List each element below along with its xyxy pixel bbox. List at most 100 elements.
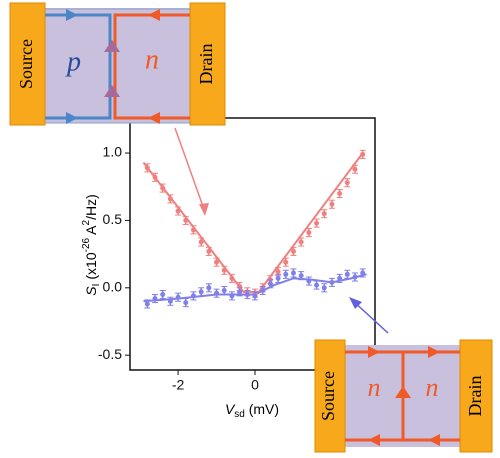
- pointer-head: [349, 297, 362, 309]
- data-point: [360, 270, 366, 276]
- source-label: Source: [318, 371, 338, 421]
- data-point: [152, 296, 158, 302]
- y-tick-label: 1.0: [103, 144, 123, 160]
- data-point: [290, 248, 296, 254]
- x-axis-label: Vsd (mV): [225, 401, 279, 420]
- source-contact: [9, 2, 46, 126]
- data-point: [167, 196, 173, 202]
- arrow: [104, 40, 120, 52]
- y-tick-label: -0.5: [98, 346, 122, 362]
- plot: 1.0 0.5 0.0 -0.5 -2 0: [98, 117, 376, 393]
- data-point: [160, 292, 166, 298]
- y-exp: -26: [81, 238, 92, 253]
- y-exp2: 2: [81, 219, 92, 225]
- fit-line: [142, 152, 364, 293]
- data-point: [344, 180, 350, 186]
- inset-top: Source Drain p n: [9, 2, 226, 126]
- y-pre: (x10: [83, 252, 99, 279]
- arrow: [66, 112, 78, 124]
- pointer: [174, 127, 206, 213]
- arrow: [148, 112, 160, 124]
- data-point: [314, 220, 320, 226]
- data-point: [229, 293, 235, 299]
- y-axis-label: SI (x10-26 A2/Hz): [81, 194, 102, 296]
- data-point: [337, 190, 343, 196]
- arrow: [104, 85, 120, 97]
- x-tick-label: 0: [251, 377, 259, 393]
- channel: [45, 8, 190, 123]
- data-point: [290, 270, 296, 276]
- arrow: [368, 434, 380, 446]
- y-post: /Hz): [83, 194, 99, 220]
- drain-contact: [459, 339, 493, 453]
- y-tick-label: 0.0: [103, 278, 123, 294]
- data-point: [344, 271, 350, 277]
- arrow: [428, 346, 440, 358]
- data-point: [329, 201, 335, 207]
- data-point: [267, 281, 273, 287]
- data-point: [160, 185, 166, 191]
- data-point: [190, 293, 196, 299]
- data-point: [298, 239, 304, 245]
- pointer-head: [199, 203, 209, 216]
- data-point: [221, 287, 227, 293]
- x-symbol: V: [225, 401, 236, 417]
- data-point: [306, 278, 312, 284]
- region-label: n: [368, 373, 381, 402]
- region-label: n: [145, 44, 159, 75]
- data-point: [206, 248, 212, 254]
- data-point: [167, 298, 173, 304]
- data-point: [175, 208, 181, 214]
- region-label: p: [65, 46, 81, 77]
- plot-frame: [129, 117, 376, 371]
- data-point: [244, 292, 250, 298]
- data-point: [283, 259, 289, 265]
- x-tick-label: -2: [172, 377, 185, 393]
- data-point: [314, 282, 320, 288]
- data-point: [190, 227, 196, 233]
- data-point: [229, 275, 235, 281]
- arrow: [368, 346, 380, 358]
- data-point: [252, 293, 258, 299]
- data-point: [221, 267, 227, 273]
- data-point: [275, 269, 281, 275]
- data-point: [206, 285, 212, 291]
- arrow: [148, 9, 160, 21]
- data-point: [283, 271, 289, 277]
- source-label: Source: [16, 39, 36, 89]
- y-sub: I: [91, 284, 102, 287]
- data-point: [144, 165, 150, 171]
- y-symbol: S: [83, 286, 99, 296]
- data-point: [152, 174, 158, 180]
- y-tick-label: 0.5: [103, 211, 123, 227]
- data-point: [214, 290, 220, 296]
- data-point: [329, 279, 335, 285]
- x-post: (mV): [245, 401, 279, 417]
- drain-label: Drain: [196, 44, 216, 85]
- region-label: n: [426, 373, 439, 402]
- data-point: [183, 300, 189, 306]
- data-point: [337, 275, 343, 281]
- fit-line: [143, 273, 367, 303]
- arrow: [66, 9, 78, 21]
- data-point: [214, 259, 220, 265]
- x-sub: sd: [234, 409, 245, 420]
- data-point: [306, 230, 312, 236]
- data-point: [321, 211, 327, 217]
- data-point: [198, 289, 204, 295]
- data-point: [275, 275, 281, 281]
- data-point: [360, 151, 366, 157]
- data-point: [144, 301, 150, 307]
- data-point: [321, 285, 327, 291]
- arrow: [428, 434, 440, 446]
- data-point: [175, 294, 181, 300]
- data-point: [298, 273, 304, 279]
- data-point: [260, 287, 266, 293]
- data-point: [198, 239, 204, 245]
- data-point: [352, 166, 358, 172]
- y-unit: A: [83, 225, 99, 238]
- source-contact: [314, 339, 346, 453]
- data-point: [183, 217, 189, 223]
- data-point: [237, 289, 243, 295]
